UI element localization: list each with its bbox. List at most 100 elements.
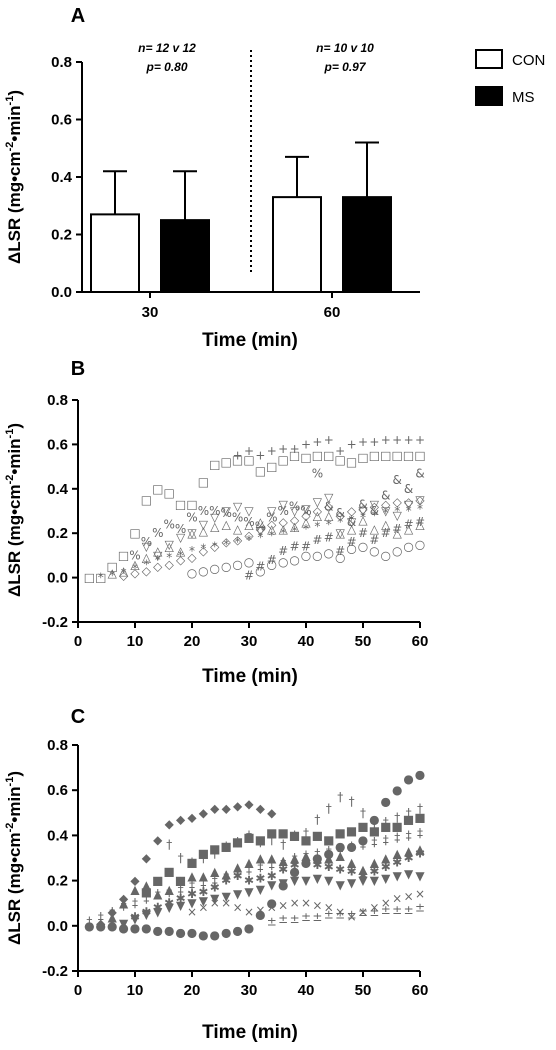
data-point: % xyxy=(152,526,163,540)
data-point: ▲ xyxy=(142,878,152,892)
data-point: ◆ xyxy=(244,797,254,811)
data-point: ■ xyxy=(186,856,197,870)
data-point: † xyxy=(406,806,412,820)
data-point: ○ xyxy=(369,544,379,558)
data-point: × xyxy=(290,896,300,910)
data-point: + xyxy=(244,444,254,458)
data-point: ▲ xyxy=(313,851,323,865)
data-point: ▼ xyxy=(222,889,232,903)
data-point: ● xyxy=(232,923,242,937)
data-point: ▽ xyxy=(165,537,175,551)
data-point: * xyxy=(212,540,218,554)
data-point: ■ xyxy=(369,824,380,838)
data-point: ■ xyxy=(278,826,289,840)
data-point: ◆ xyxy=(222,801,232,815)
data-point: ○ xyxy=(312,548,322,562)
data-point: ◆ xyxy=(233,799,243,813)
data-point: ‡ xyxy=(178,883,184,897)
data-point: ‡ xyxy=(303,849,309,863)
data-point: * xyxy=(314,520,320,534)
data-point: ± xyxy=(267,914,277,928)
data-point: + xyxy=(347,437,357,451)
data-point: ▽ xyxy=(176,531,186,545)
y-tick-label-c: -0.2 xyxy=(42,963,68,980)
data-point: ‡ xyxy=(109,905,115,919)
data-point: ■ xyxy=(380,819,391,833)
data-point: & xyxy=(404,482,413,496)
data-point: ± xyxy=(312,910,322,924)
y-tick-label-b: 0.2 xyxy=(47,525,68,542)
data-point: ▽ xyxy=(324,491,334,505)
data-point: ▲ xyxy=(233,860,243,874)
data-point: ▼ xyxy=(393,869,403,883)
data-point: ± xyxy=(301,910,311,924)
x-axis-title-a: Time (min) xyxy=(202,330,298,351)
data-point: ◆ xyxy=(187,810,197,824)
data-point: × xyxy=(358,905,368,919)
data-point: ● xyxy=(255,908,265,922)
x-tick-label-a: 30 xyxy=(142,304,159,321)
data-point: ▽ xyxy=(222,504,232,518)
data-point: † xyxy=(280,837,286,851)
data-point: ▲ xyxy=(358,862,368,876)
data-point: ▽ xyxy=(336,526,346,540)
data-point: △ xyxy=(119,564,129,578)
data-point: ● xyxy=(301,856,311,870)
x-tick-label-c: 60 xyxy=(412,982,429,999)
data-points-c: ◆ ◆◆◆◆◆◆◆ ◆ ◆ ◆ ◆ ◆ ◆ ◆ ◆ ◆● ● ● ● ● ● ● ● ● ● ● ● ● ● ●●●●●● ● ● ●… xyxy=(84,767,426,941)
data-point: ○ xyxy=(210,562,220,576)
data-point: ‡ xyxy=(394,831,400,845)
data-point: △ xyxy=(222,517,232,531)
data-point: ‡ xyxy=(406,828,412,842)
data-point: △ xyxy=(256,515,266,529)
data-point: ○ xyxy=(198,564,208,578)
data-point: ◇ xyxy=(176,553,186,567)
data-point: ▲ xyxy=(336,849,346,863)
data-point: † xyxy=(292,828,298,842)
y-tick-label-c: 0.6 xyxy=(47,782,68,799)
data-point: □ xyxy=(414,449,425,463)
data-point: △ xyxy=(279,522,289,536)
data-point: * xyxy=(246,533,252,547)
data-point: ● xyxy=(141,921,151,935)
data-point: ◇ xyxy=(290,513,300,527)
data-point: % xyxy=(312,466,323,480)
data-point: + xyxy=(278,442,288,456)
data-point: † xyxy=(337,790,343,804)
data-point: □ xyxy=(278,453,289,467)
data-point: ✱ xyxy=(141,905,151,919)
data-point: ■ xyxy=(357,819,368,833)
data-point: ± xyxy=(324,908,334,922)
data-point: ◇ xyxy=(233,533,243,547)
x-tick-label-b: 30 xyxy=(241,633,258,650)
data-point: ○ xyxy=(335,551,345,565)
data-point: ‡ xyxy=(371,835,377,849)
data-point: □ xyxy=(255,464,266,478)
y-tick-label-c: 0.8 xyxy=(47,737,68,754)
data-point: ○ xyxy=(221,560,231,574)
data-point: ‡ xyxy=(257,860,263,874)
data-point: ▲ xyxy=(165,883,175,897)
annotation-n: n= 12 v 12 xyxy=(138,41,196,55)
data-point: ✱ xyxy=(392,856,402,870)
data-point: & xyxy=(324,500,333,514)
data-point: □ xyxy=(129,526,140,540)
data-point: ▼ xyxy=(290,874,300,888)
data-point: × xyxy=(233,901,243,915)
data-point: ◇ xyxy=(336,508,346,522)
data-point: ◇ xyxy=(313,504,323,518)
data-point: ◇ xyxy=(244,528,254,542)
data-point: # xyxy=(369,533,379,547)
data-point: & xyxy=(358,497,367,511)
data-point: × xyxy=(312,898,322,912)
data-point: ▲ xyxy=(267,851,277,865)
data-point: * xyxy=(121,566,127,580)
data-point: ● xyxy=(369,813,379,827)
data-point: □ xyxy=(186,497,197,511)
data-point: % xyxy=(232,511,243,525)
data-point: ○ xyxy=(415,537,425,551)
data-point: ✱ xyxy=(255,871,265,885)
data-point: ▲ xyxy=(415,842,425,856)
data-point: ▽ xyxy=(290,504,300,518)
legend-swatch-con xyxy=(475,49,503,69)
